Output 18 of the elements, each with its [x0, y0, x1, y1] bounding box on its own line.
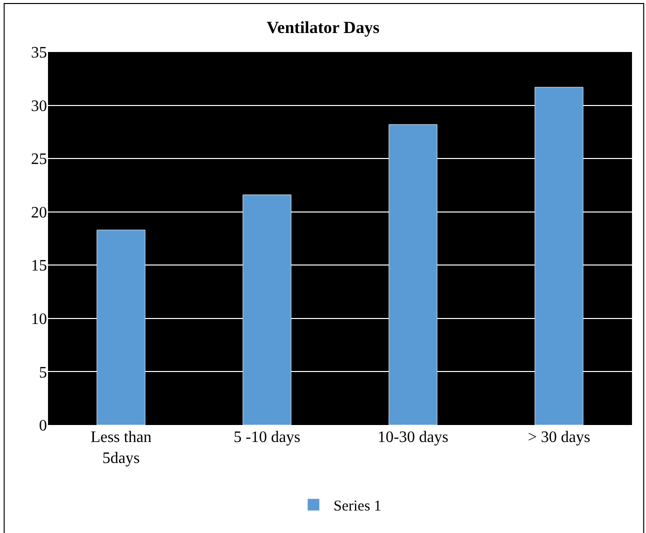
y-tick-label: 25: [31, 151, 47, 168]
y-tick-label: 20: [31, 204, 47, 222]
x-tick-label: 5 -10 days: [234, 429, 300, 446]
bar: [534, 86, 584, 425]
legend-label: Series 1: [334, 498, 382, 515]
x-tick-label: > 30 days: [528, 429, 590, 446]
bar: [242, 194, 292, 425]
y-tick-label: 35: [31, 44, 47, 62]
bar: [96, 230, 146, 425]
x-tick-label: 10-30 days: [378, 429, 448, 446]
bar: [388, 124, 438, 425]
y-tick-label: 30: [31, 98, 47, 115]
chart-title: Ventilator Days: [266, 18, 380, 38]
y-tick-label: 5: [39, 364, 47, 382]
x-tick-label: Less than 5days: [90, 429, 152, 467]
y-tick-label: 15: [31, 258, 47, 275]
y-tick-label: 0: [39, 418, 47, 435]
y-tick-label: 10: [31, 311, 47, 328]
